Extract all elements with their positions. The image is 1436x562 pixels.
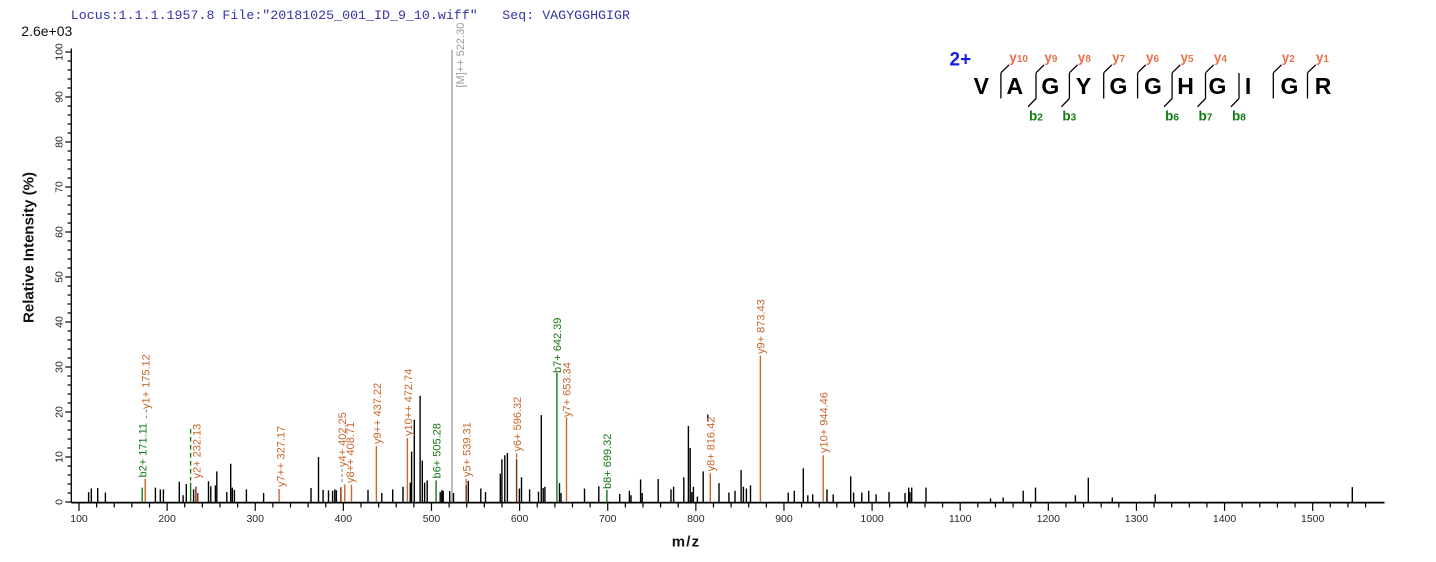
svg-text:y7: y7 [1112,50,1126,65]
svg-text:b8: b8 [1232,108,1246,123]
svg-text:500: 500 [423,513,441,525]
svg-text:800: 800 [687,513,705,525]
svg-text:30: 30 [54,361,66,373]
svg-text:90: 90 [54,91,66,103]
svg-text:0: 0 [54,499,66,505]
svg-text:b6: b6 [1165,108,1179,123]
svg-text:I: I [1245,73,1251,99]
svg-text:1000: 1000 [860,513,884,525]
svg-text:y8+ 816.42: y8+ 816.42 [706,417,718,472]
svg-text:G: G [1209,73,1227,99]
svg-text:G: G [1280,73,1298,99]
svg-text:100: 100 [54,43,66,61]
svg-text:y6+ 596.32: y6+ 596.32 [512,397,524,452]
svg-text:y8++ 408.71: y8++ 408.71 [345,422,357,483]
svg-text:y7+ 653.34: y7+ 653.34 [562,362,574,417]
svg-text:G: G [1110,73,1128,99]
svg-text:b7+ 642.39: b7+ 642.39 [552,318,564,373]
svg-text:Locus:1.1.1.1957.8 File:"20181: Locus:1.1.1.1957.8 File:"20181025_001_ID… [71,8,478,23]
svg-text:V: V [974,73,990,99]
svg-text:b3: b3 [1062,108,1076,123]
svg-text:b6+ 505.28: b6+ 505.28 [431,423,443,478]
svg-text:700: 700 [599,513,617,525]
svg-text:y5+ 539.31: y5+ 539.31 [461,422,473,477]
svg-text:20: 20 [54,406,66,418]
svg-text:y8: y8 [1078,50,1092,65]
svg-text:2.6e+03: 2.6e+03 [21,23,72,39]
svg-text:y1+ 175.12: y1+ 175.12 [141,354,153,409]
svg-text:70: 70 [54,181,66,193]
svg-text:600: 600 [511,513,529,525]
svg-text:80: 80 [54,136,66,148]
svg-text:y2+ 232.13: y2+ 232.13 [192,424,204,479]
svg-text:b8+ 699.32: b8+ 699.32 [602,434,614,489]
svg-text:b2: b2 [1029,108,1043,123]
svg-text:y9+ 873.43: y9+ 873.43 [756,299,768,354]
svg-text:A: A [1006,73,1023,99]
svg-text:y1: y1 [1316,50,1330,65]
svg-text:R: R [1315,73,1332,99]
svg-text:G: G [1041,73,1059,99]
svg-text:y9++ 437.22: y9++ 437.22 [372,383,384,444]
svg-text:10: 10 [54,451,66,463]
svg-text:200: 200 [158,513,176,525]
svg-text:y5: y5 [1181,50,1195,65]
svg-text:400: 400 [335,513,353,525]
svg-text:H: H [1177,73,1194,99]
svg-text:1400: 1400 [1213,513,1237,525]
svg-text:1500: 1500 [1301,513,1325,525]
svg-text:Seq: VAGYGGHGIGR: Seq: VAGYGGHGIGR [502,8,630,23]
svg-text:m/z: m/z [672,534,701,551]
svg-text:300: 300 [246,513,264,525]
svg-text:1100: 1100 [949,513,972,525]
svg-text:40: 40 [54,316,66,328]
svg-text:900: 900 [775,513,793,525]
svg-text:1300: 1300 [1125,513,1149,525]
svg-text:y10: y10 [1009,50,1028,65]
svg-text:Relative Intensity (%): Relative Intensity (%) [21,172,38,323]
svg-text:Y: Y [1076,73,1091,99]
svg-text:G: G [1144,73,1162,99]
svg-text:b2+ 171.11: b2+ 171.11 [137,423,149,478]
svg-text:y9: y9 [1044,50,1058,65]
svg-text:y4+ 402.25: y4+ 402.25 [337,412,349,467]
svg-text:1200: 1200 [1037,513,1061,525]
svg-text:2+: 2+ [950,50,972,71]
svg-text:y10++ 472.74: y10++ 472.74 [403,369,415,436]
svg-text:60: 60 [54,226,66,238]
svg-text:[M]++ 522.30: [M]++ 522.30 [455,23,467,88]
svg-text:y6: y6 [1146,50,1160,65]
svg-text:100: 100 [70,513,88,525]
svg-text:y4: y4 [1214,50,1228,65]
svg-text:b7: b7 [1199,108,1213,123]
svg-text:y7++ 327.17: y7++ 327.17 [276,426,288,487]
svg-text:y2: y2 [1282,50,1296,65]
svg-text:y10+ 944.46: y10+ 944.46 [818,392,830,453]
svg-text:50: 50 [54,271,66,283]
